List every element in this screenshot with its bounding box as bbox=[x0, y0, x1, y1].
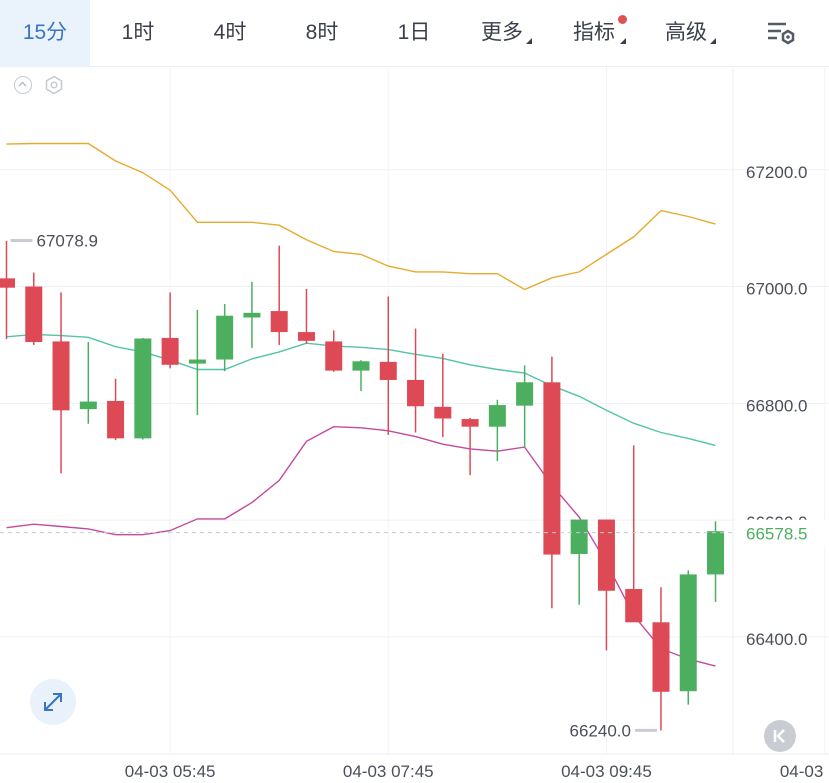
candle-body bbox=[516, 382, 534, 406]
candle-down bbox=[407, 328, 425, 433]
candle-down bbox=[297, 288, 315, 344]
candle-down bbox=[625, 445, 643, 623]
candle-up bbox=[352, 360, 370, 392]
candles bbox=[0, 240, 725, 731]
chevron-down-icon bbox=[710, 38, 716, 44]
chart-labels: 67200.067000.066800.066600.066400.004-03… bbox=[0, 163, 829, 781]
candle-up bbox=[188, 309, 206, 415]
candle-down bbox=[161, 292, 179, 369]
candle-body bbox=[161, 337, 179, 365]
candle-down bbox=[543, 356, 561, 609]
candle-down bbox=[25, 272, 43, 345]
grid-lines bbox=[0, 66, 829, 755]
candle-body bbox=[107, 400, 125, 439]
candle-body bbox=[243, 312, 261, 318]
candle-up bbox=[488, 399, 506, 462]
x-tick-label: 04-03 05:45 bbox=[125, 762, 216, 781]
candle-body bbox=[79, 401, 97, 410]
candle-down bbox=[652, 587, 670, 731]
candle-body bbox=[707, 531, 725, 575]
candle-body bbox=[188, 359, 206, 364]
candle-body bbox=[407, 379, 425, 407]
candle-body bbox=[597, 519, 615, 591]
skip-back-icon bbox=[773, 729, 785, 743]
candle-body bbox=[270, 311, 288, 333]
y-tick-label: 66400.0 bbox=[746, 630, 807, 649]
candle-body bbox=[297, 332, 315, 341]
x-tick-label: 04-03 09:45 bbox=[561, 762, 652, 781]
scroll-to-latest-button[interactable] bbox=[764, 720, 796, 752]
candle-up bbox=[570, 519, 588, 605]
candle-body bbox=[52, 341, 70, 411]
candle-body bbox=[25, 286, 43, 343]
interval-tab-bar: 15分 1时 4时 8时 1日 更多 指标 高级 bbox=[0, 0, 829, 67]
notification-dot-icon bbox=[618, 15, 627, 24]
candle-down bbox=[270, 245, 288, 345]
y-tick-label: 67200.0 bbox=[746, 163, 807, 182]
y-tick-label: 67000.0 bbox=[746, 280, 807, 299]
candle-up bbox=[243, 281, 261, 348]
x-tick-label: 04-03 07:45 bbox=[343, 762, 434, 781]
candle-body bbox=[570, 519, 588, 554]
candle-body bbox=[488, 405, 506, 427]
min-price-label: 66240.0 bbox=[570, 721, 631, 740]
candle-body bbox=[434, 406, 452, 419]
candle-up bbox=[516, 365, 534, 448]
candle-down bbox=[379, 296, 397, 435]
candle-down bbox=[461, 417, 479, 476]
candle-up bbox=[216, 304, 234, 372]
tab-indicators[interactable]: 指标 bbox=[573, 21, 615, 44]
fullscreen-expand-button[interactable] bbox=[30, 679, 76, 725]
candle-body bbox=[325, 341, 343, 371]
y-tick-label: 66800.0 bbox=[746, 396, 807, 415]
candle-body bbox=[679, 574, 697, 692]
candle-up bbox=[134, 337, 152, 440]
bollinger-bands bbox=[6, 142, 716, 667]
candle-body bbox=[0, 278, 15, 288]
candle-body bbox=[352, 361, 370, 371]
tab-advanced[interactable]: 高级 bbox=[665, 21, 707, 44]
candle-body bbox=[216, 315, 234, 360]
candlestick-chart[interactable]: 67200.067000.066800.066600.066400.004-03… bbox=[0, 66, 829, 783]
candle-down bbox=[107, 378, 125, 441]
chart-settings-icon[interactable] bbox=[762, 18, 796, 48]
tab-4hour[interactable]: 4时 bbox=[213, 21, 247, 44]
bollinger-lower-line bbox=[6, 425, 716, 667]
collapse-indicator-icon[interactable] bbox=[14, 76, 32, 94]
candle-down bbox=[0, 240, 15, 340]
chevron-down-icon bbox=[620, 38, 626, 44]
candle-body bbox=[625, 589, 643, 623]
current-price-label: 66578.5 bbox=[746, 525, 807, 544]
x-tick-label: 04-03 11:45 bbox=[780, 762, 829, 781]
candle-body bbox=[543, 382, 561, 555]
candle-down bbox=[325, 330, 343, 372]
expand-icon bbox=[44, 693, 62, 711]
max-price-label: 67078.9 bbox=[37, 231, 98, 250]
current-price-label-bg bbox=[735, 519, 829, 546]
candle-body bbox=[461, 419, 479, 427]
tab-8hour[interactable]: 8时 bbox=[305, 21, 339, 44]
candle-up bbox=[707, 521, 725, 602]
candle-body bbox=[134, 338, 152, 439]
tab-1day[interactable]: 1日 bbox=[397, 21, 431, 44]
bollinger-middle-line bbox=[6, 333, 716, 447]
tab-more[interactable]: 更多 bbox=[481, 21, 523, 44]
candle-down bbox=[597, 519, 615, 651]
candle-down bbox=[434, 353, 452, 438]
candle-body bbox=[379, 361, 397, 380]
candle-up bbox=[79, 342, 97, 424]
tab-15min[interactable]: 15分 bbox=[0, 0, 90, 66]
bollinger-upper-line bbox=[6, 142, 716, 291]
indicator-settings-icon[interactable] bbox=[44, 75, 64, 95]
candle-up bbox=[679, 570, 697, 705]
chevron-down-icon bbox=[526, 38, 532, 44]
tab-1hour[interactable]: 1时 bbox=[121, 21, 155, 44]
candle-body bbox=[652, 622, 670, 692]
candle-down bbox=[52, 292, 70, 474]
